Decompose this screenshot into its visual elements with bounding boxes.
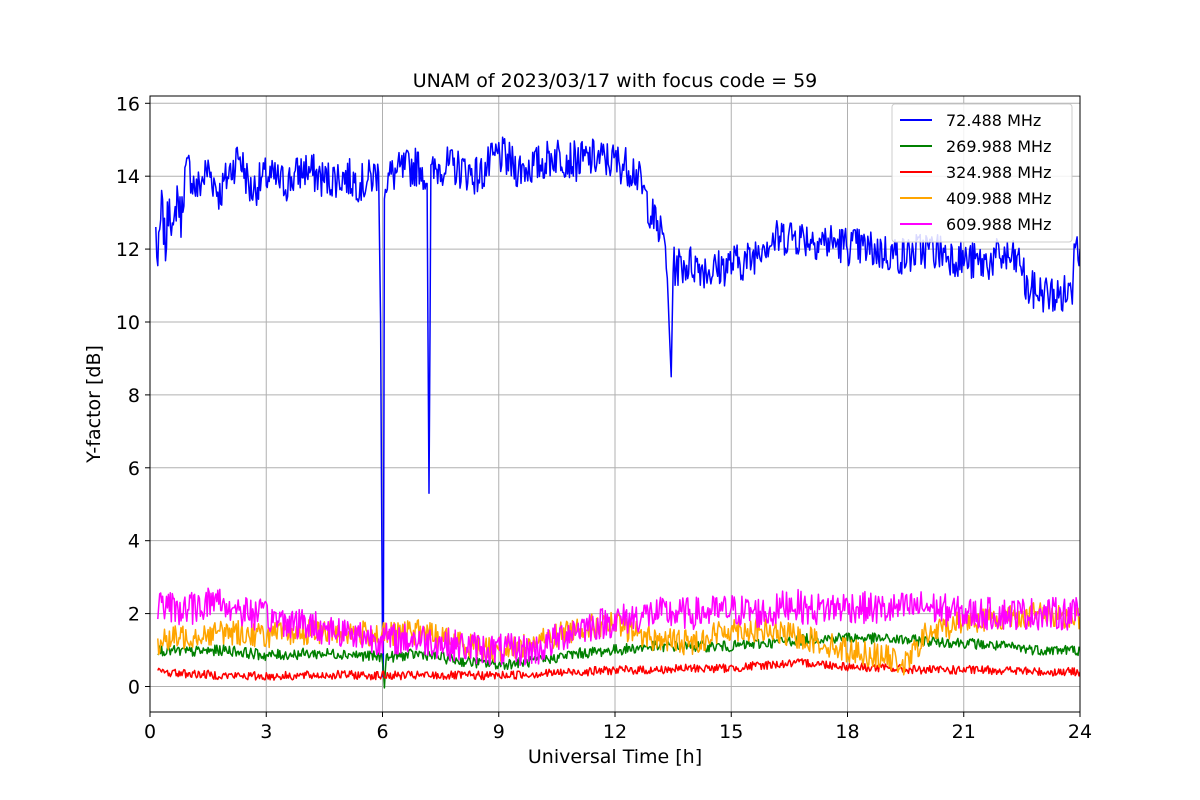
legend-label: 269.988 MHz bbox=[946, 137, 1051, 156]
series-group bbox=[155, 136, 1080, 689]
x-tick-label: 18 bbox=[835, 721, 859, 743]
y-tick-label: 6 bbox=[128, 458, 140, 480]
series-line bbox=[157, 632, 1080, 689]
y-tick-label: 12 bbox=[116, 239, 140, 261]
y-tick-label: 10 bbox=[116, 312, 140, 334]
y-tick-label: 0 bbox=[128, 676, 140, 698]
y-axis-label: Y-factor [dB] bbox=[83, 345, 105, 464]
x-tick-label: 24 bbox=[1068, 721, 1092, 743]
series-line bbox=[157, 658, 1080, 681]
x-tick-label: 9 bbox=[493, 721, 505, 743]
x-tick-label: 12 bbox=[603, 721, 627, 743]
legend-label: 409.988 MHz bbox=[946, 189, 1051, 208]
y-tick-label: 16 bbox=[116, 93, 140, 115]
y-tick-label: 4 bbox=[128, 531, 140, 553]
legend: 72.488 MHz 269.988 MHz 324.988 MHz 409.988 … bbox=[891, 103, 1073, 243]
y-tick-label: 14 bbox=[116, 166, 140, 188]
y-tick-label: 8 bbox=[128, 385, 140, 407]
y-tick-label: 2 bbox=[128, 604, 140, 626]
x-tick-label: 6 bbox=[376, 721, 388, 743]
x-axis-label: Universal Time [h] bbox=[528, 746, 702, 768]
series-line bbox=[155, 136, 1080, 678]
legend-box bbox=[891, 103, 1073, 243]
legend-label: 72.488 MHz bbox=[946, 111, 1041, 130]
x-tick-label: 3 bbox=[260, 721, 272, 743]
series-line bbox=[157, 587, 1080, 667]
legend-label: 324.988 MHz bbox=[946, 163, 1051, 182]
x-tick-label: 0 bbox=[144, 721, 156, 743]
x-tick-label: 15 bbox=[719, 721, 743, 743]
chart-title: UNAM of 2023/03/17 with focus code = 59 bbox=[413, 70, 818, 92]
legend-label: 609.988 MHz bbox=[946, 215, 1051, 234]
x-tick-label: 21 bbox=[952, 721, 976, 743]
